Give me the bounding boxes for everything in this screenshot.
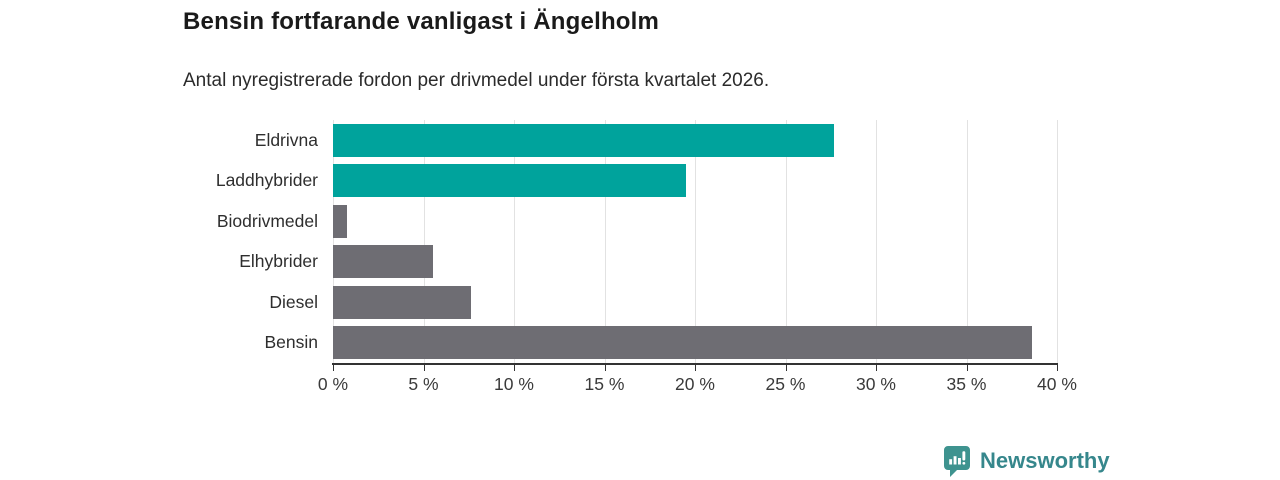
axis-tick — [514, 365, 515, 371]
gridline — [785, 120, 787, 363]
category-labels: Eldrivna Laddhybrider Biodrivmedel Elhybrid… — [0, 120, 318, 363]
bar-series — [333, 120, 1057, 363]
axis-tick-label: 35 % — [946, 374, 987, 394]
category-label: Biodrivmedel — [216, 210, 318, 231]
bar-laddhybrider — [333, 164, 686, 198]
category-label: Elhybrider — [239, 251, 318, 272]
category-label: Diesel — [269, 291, 318, 312]
axis-tick-label: 20 % — [675, 374, 715, 394]
category-label: Bensin — [264, 332, 318, 353]
gridline — [423, 120, 425, 363]
plot-area — [333, 120, 1058, 363]
x-axis-line — [332, 363, 1058, 365]
axis-tick — [604, 365, 606, 371]
gridline — [876, 120, 877, 363]
category-label: Eldrivna — [254, 129, 318, 150]
bar-bensin — [333, 326, 1032, 360]
gridline — [604, 120, 606, 363]
axis-tick-label: 30 % — [856, 374, 896, 394]
gridline — [514, 120, 515, 363]
bar-row — [333, 201, 1057, 242]
bar-elhybrider — [333, 245, 433, 279]
bar-row — [333, 120, 1057, 161]
axis-tick-label: 5 % — [408, 374, 439, 394]
axis-tick — [876, 365, 877, 371]
gridline — [966, 120, 968, 363]
category-label: Laddhybrider — [215, 170, 318, 191]
bar-diesel — [333, 285, 471, 319]
axis-tick-label: 40 % — [1037, 374, 1077, 394]
bar-eldrivna — [333, 123, 835, 157]
axis-tick-label: 0 % — [317, 374, 349, 394]
gridline — [333, 120, 334, 363]
bar-row — [333, 161, 1057, 202]
axis-tick — [333, 365, 334, 371]
newsworthy-wordmark: Newsworthy — [980, 448, 1110, 473]
axis-tick-label: 15 % — [584, 374, 625, 394]
bar-chart-speech-bubble-icon — [944, 446, 970, 477]
axis-tick — [423, 365, 425, 371]
newsworthy-logo: Newsworthy — [942, 445, 1110, 477]
axis-tick-label: 10 % — [494, 374, 534, 394]
axis-tick — [1057, 365, 1058, 371]
chart-title: Bensin fortfarande vanligast i Ängelholm — [183, 8, 660, 35]
axis-tick-label: 25 % — [765, 374, 806, 394]
gridline — [695, 120, 696, 363]
bar-biodrivmedel — [333, 204, 348, 238]
chart-subtitle: Antal nyregistrerade fordon per drivmede… — [183, 70, 770, 91]
gridline — [1057, 120, 1058, 363]
axis-tick — [785, 365, 787, 371]
bar-row — [333, 323, 1057, 364]
axis-tick — [966, 365, 968, 371]
bar-row — [333, 282, 1057, 323]
axis-tick — [695, 365, 696, 371]
bar-row — [333, 242, 1057, 283]
